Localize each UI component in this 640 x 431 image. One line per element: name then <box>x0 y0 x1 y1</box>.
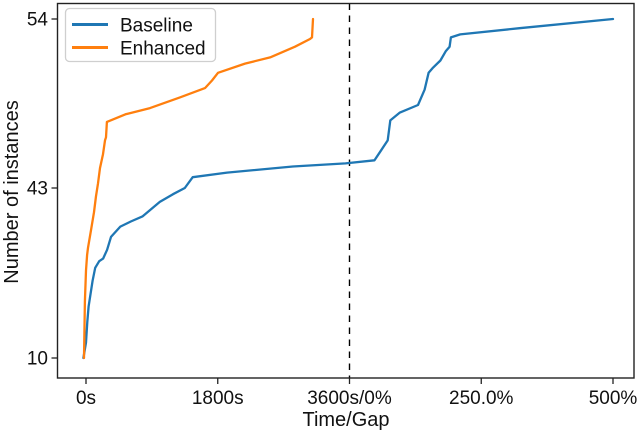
x-tick-label: 1800s <box>192 388 244 409</box>
series-enhanced-line <box>82 17 315 360</box>
y-tick-label: 43 <box>27 179 48 200</box>
y-tick-label: 10 <box>27 349 48 370</box>
x-axis-label: Time/Gap <box>302 409 389 431</box>
x-tick-label: 0s <box>76 388 96 409</box>
series-baseline-line <box>82 17 615 360</box>
plot-frame <box>56 2 635 379</box>
y-axis-label: Number of instances <box>1 100 23 283</box>
x-tick-label: 3600s/0% <box>307 388 392 409</box>
legend-label-baseline: Baseline <box>120 16 193 37</box>
x-tick-label: 500% <box>589 388 638 409</box>
x-tick-label: 250.0% <box>449 388 514 409</box>
y-tick-label: 54 <box>27 10 49 31</box>
legend-label-enhanced: Enhanced <box>120 39 206 60</box>
